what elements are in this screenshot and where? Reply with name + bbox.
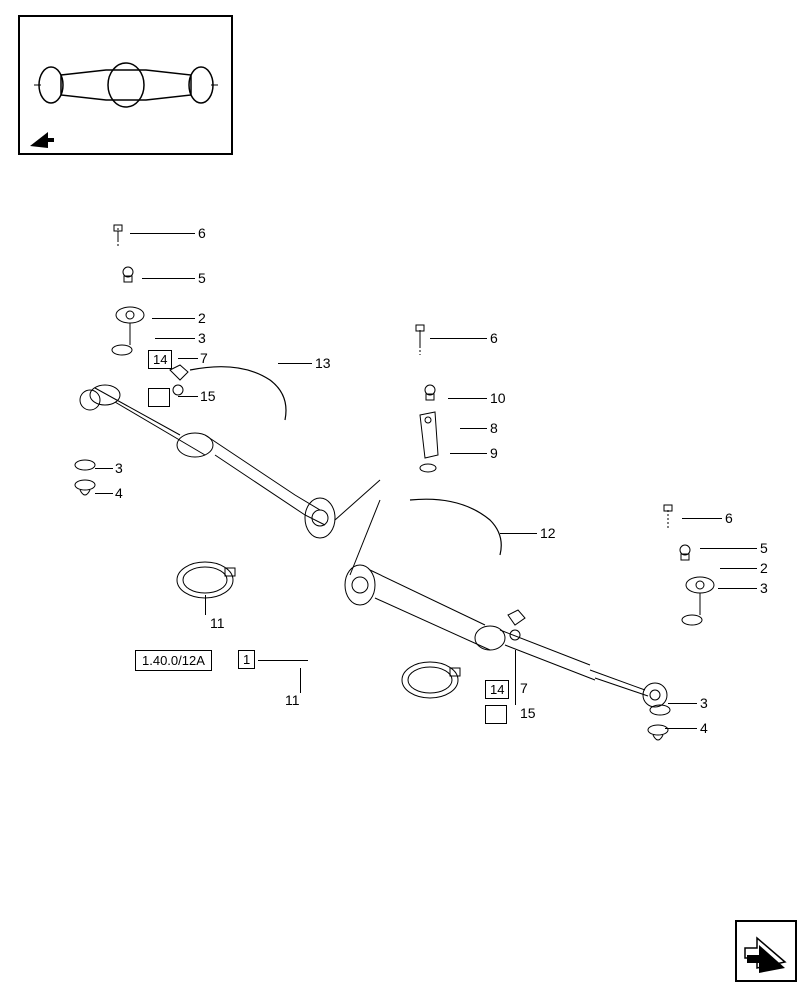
leader-line <box>178 358 198 359</box>
leader-line <box>448 398 487 399</box>
callout-5b: 5 <box>760 540 768 556</box>
leader-line <box>450 453 487 454</box>
callout-8: 8 <box>490 420 498 436</box>
callout-3c: 3 <box>760 580 768 596</box>
next-page-arrow-icon[interactable] <box>735 920 797 982</box>
leader-line <box>142 278 195 279</box>
leader-line <box>130 233 195 234</box>
callout-7: 7 <box>200 350 208 366</box>
leader-line <box>430 338 487 339</box>
callout-2b: 2 <box>760 560 768 576</box>
leader-line <box>515 665 516 705</box>
leader-line <box>152 318 195 319</box>
callout-6: 6 <box>198 225 206 241</box>
leader-line <box>665 728 697 729</box>
callout-3: 3 <box>198 330 206 346</box>
callout-13: 13 <box>315 355 331 371</box>
leader-line <box>300 668 301 693</box>
callout-10: 10 <box>490 390 506 406</box>
callout-3b: 3 <box>115 460 123 476</box>
leader-line <box>700 548 757 549</box>
callout-box-15b <box>485 705 507 724</box>
callout-15b: 15 <box>520 705 536 721</box>
callout-12: 12 <box>540 525 556 541</box>
leader-line <box>460 428 487 429</box>
leader-line <box>682 518 722 519</box>
leader-line <box>95 493 113 494</box>
leader-line <box>720 568 757 569</box>
thumbnail-arrow-icon <box>28 128 56 150</box>
callout-11a: 11 <box>210 615 225 631</box>
leader-line <box>258 660 308 661</box>
callout-7b: 7 <box>520 680 528 696</box>
callout-box-14: 14 <box>148 350 172 369</box>
leader-line <box>500 533 537 534</box>
leader-line <box>278 363 312 364</box>
callout-box-15 <box>148 388 170 407</box>
callout-4b: 4 <box>700 720 708 736</box>
leader-line <box>718 588 757 589</box>
callout-box-14b: 14 <box>485 680 509 699</box>
callout-2: 2 <box>198 310 206 326</box>
leader-line <box>155 338 195 339</box>
axle-svg <box>26 50 226 120</box>
leader-line <box>205 595 206 615</box>
leader-line <box>668 703 697 704</box>
callout-3d: 3 <box>700 695 708 711</box>
callout-9: 9 <box>490 445 498 461</box>
callout-6c: 6 <box>725 510 733 526</box>
ref-marker-1: 1 <box>238 650 255 669</box>
callout-15: 15 <box>200 388 216 404</box>
callout-4a: 4 <box>115 485 123 501</box>
leader-line <box>95 468 113 469</box>
reference-number-box: 1.40.0/12A <box>135 650 212 671</box>
main-diagram <box>60 220 780 760</box>
leader-line <box>178 396 198 397</box>
callout-5: 5 <box>198 270 206 286</box>
callout-6b: 6 <box>490 330 498 346</box>
callout-11b: 11 <box>285 692 300 708</box>
exploded-view-svg <box>60 220 780 760</box>
